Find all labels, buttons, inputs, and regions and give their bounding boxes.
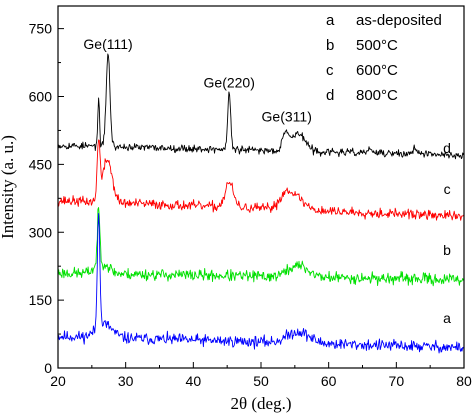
legend-key: d <box>326 87 334 104</box>
peak-label: Ge(311) <box>262 108 312 124</box>
legend-label: 800°C <box>356 87 398 104</box>
legend-label: 500°C <box>356 37 398 54</box>
y-tick-label: 600 <box>29 89 53 105</box>
x-tick-label: 40 <box>186 373 202 389</box>
series-line-a <box>57 212 465 354</box>
curve-label: b <box>443 242 451 258</box>
y-tick-label: 450 <box>29 156 53 172</box>
x-tick-label: 70 <box>389 373 405 389</box>
y-axis-title: Intensity (a. u.) <box>0 135 17 239</box>
plot-frame <box>57 5 465 369</box>
x-tick-label: 60 <box>321 373 337 389</box>
peak-label: Ge(220) <box>204 74 255 90</box>
y-tick-label: 300 <box>29 224 53 240</box>
legend-label: as-deposited <box>356 12 442 29</box>
series-line-c <box>57 139 465 221</box>
y-tick-label: 0 <box>44 360 52 376</box>
x-tick-label: 20 <box>50 373 66 389</box>
peak-label: Ge(111) <box>83 36 132 52</box>
curve-label: a <box>443 310 451 326</box>
x-tick-label: 30 <box>118 373 134 389</box>
series-layer <box>57 53 465 354</box>
y-tick-label: 150 <box>29 292 53 308</box>
curve-label: c <box>444 181 451 197</box>
axes-layer: 20 30 40 50 60 70 80 0 150 300 450 600 750 <box>29 21 472 389</box>
series-line-d <box>57 53 465 160</box>
legend-key: b <box>326 37 334 54</box>
x-tick-label: 50 <box>253 373 269 389</box>
x-tick-label: 80 <box>456 373 472 389</box>
legend-key: c <box>326 62 334 79</box>
y-tick-label: 750 <box>29 21 53 37</box>
x-axis-title: 2θ (deg.) <box>230 394 291 413</box>
legend-key: a <box>326 12 335 29</box>
curve-label: d <box>443 140 451 156</box>
legend-label: 600°C <box>356 62 398 79</box>
series-line-b <box>57 207 465 287</box>
